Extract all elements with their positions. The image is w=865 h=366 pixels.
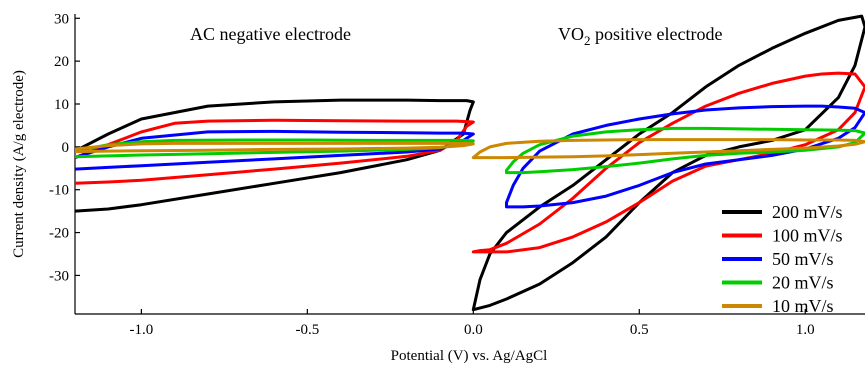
- x-tick-label: 1.0: [796, 322, 815, 338]
- y-tick-label: 20: [54, 54, 69, 70]
- series-group: [75, 14, 865, 312]
- annotation-vo2-tail: positive electrode: [591, 24, 723, 44]
- annotation-vo2-positive: VO2 positive electrode: [558, 24, 722, 48]
- y-axis-title: Current density (A/g electrode): [11, 70, 27, 258]
- legend-label: 50 mV/s: [772, 249, 834, 269]
- y-axis-ticks: -30 -20 -10 0 10 20 30: [49, 11, 80, 284]
- series-line-200-mv-s-vo2: [471, 14, 865, 312]
- series-line-10-mv-s-ac: [75, 141, 475, 154]
- y-tick-label: 10: [54, 97, 69, 113]
- y-tick-label: -10: [49, 183, 69, 199]
- series-line-100-mv-s-vo2: [471, 71, 865, 254]
- legend-label: 100 mV/s: [772, 226, 843, 246]
- legend: 200 mV/s 100 mV/s 50 mV/s 20 mV/s 10 mV/s: [722, 202, 843, 316]
- x-tick-label: -1.0: [130, 322, 154, 338]
- x-tick-label: 0.5: [630, 322, 649, 338]
- y-tick-label: -20: [49, 226, 69, 242]
- x-axis-ticks: -1.0 -0.5 0.0 0.5 1.0: [130, 309, 815, 338]
- legend-label: 20 mV/s: [772, 273, 834, 293]
- y-tick-label: -30: [49, 268, 69, 284]
- x-axis-title: Potential (V) vs. Ag/AgCl: [391, 348, 548, 364]
- y-tick-label: 30: [54, 11, 69, 27]
- legend-label: 10 mV/s: [772, 296, 834, 316]
- x-tick-label: 0.0: [464, 322, 483, 338]
- legend-label: 200 mV/s: [772, 202, 843, 222]
- annotation-ac-negative: AC negative electrode: [190, 24, 351, 44]
- series-line-10-mv-s-vo2: [471, 138, 865, 160]
- series-line-200-mv-s-ac: [75, 98, 475, 213]
- series-line-20-mv-s-vo2: [505, 126, 865, 175]
- x-tick-label: -0.5: [295, 322, 319, 338]
- y-tick-label: 0: [62, 140, 70, 156]
- annotation-vo2-sub: 2: [584, 33, 591, 48]
- series-line-50-mv-s-ac: [75, 129, 475, 171]
- series-line-100-mv-s-ac: [75, 118, 475, 185]
- series-line-20-mv-s-ac: [75, 138, 475, 159]
- annotation-vo2-main: VO: [558, 24, 584, 44]
